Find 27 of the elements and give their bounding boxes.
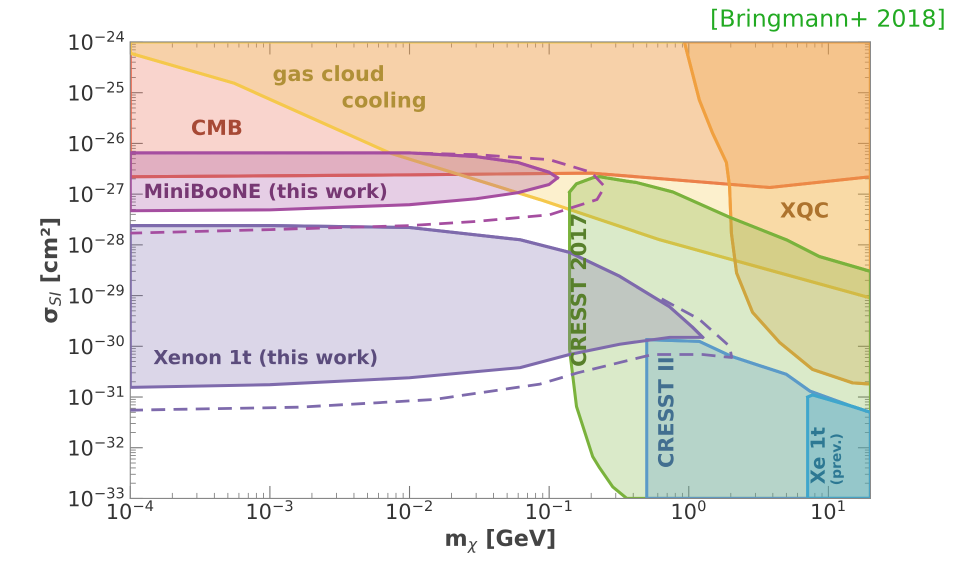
x-tick-label: 10$^{0}$: [672, 500, 706, 520]
y-tick-label: 10$^{−27}$: [70, 183, 124, 202]
x-tick-label: 10$^{−3}$: [248, 500, 292, 520]
x-tick-label: 10$^{−2}$: [387, 500, 432, 520]
y-tick-label: 10$^{−26}$: [70, 132, 124, 152]
annotation: gas cloud: [273, 65, 383, 86]
annotation: XQC: [780, 202, 828, 221]
y-tick-label: 10$^{−32}$: [70, 436, 124, 456]
annotation: CRESST II: [658, 358, 674, 467]
annotation: Xenon 1t (this work): [154, 349, 376, 367]
annotation: MiniBooNE (this work): [145, 183, 386, 201]
y-tick-label: 10$^{−25}$: [70, 82, 124, 101]
y-axis-title: σ$_{SI}$ [cm²]: [40, 218, 61, 323]
y-tick-label: 10$^{−30}$: [70, 335, 124, 354]
text: [Bringmann+ 2018]: [712, 8, 944, 32]
x-axis-title: m$_{χ}$ [GeV]: [446, 529, 554, 553]
annotation: Xe 1t: [810, 427, 825, 484]
x-tick-label: 10$^{1}$: [812, 500, 845, 520]
x-tick-label: 10$^{−1}$: [526, 500, 572, 520]
y-tick-label: 10$^{−29}$: [70, 284, 124, 304]
y-tick-label: 10$^{−24}$: [70, 30, 124, 50]
annotation: cooling: [342, 92, 425, 112]
y-tick-label: 10$^{−31}$: [70, 386, 124, 406]
annotation: CRESST 2017: [570, 214, 586, 366]
annotation: (prev.): [830, 434, 844, 484]
y-tick-label: 10$^{−28}$: [70, 234, 124, 253]
annotation: CMB: [192, 119, 242, 136]
